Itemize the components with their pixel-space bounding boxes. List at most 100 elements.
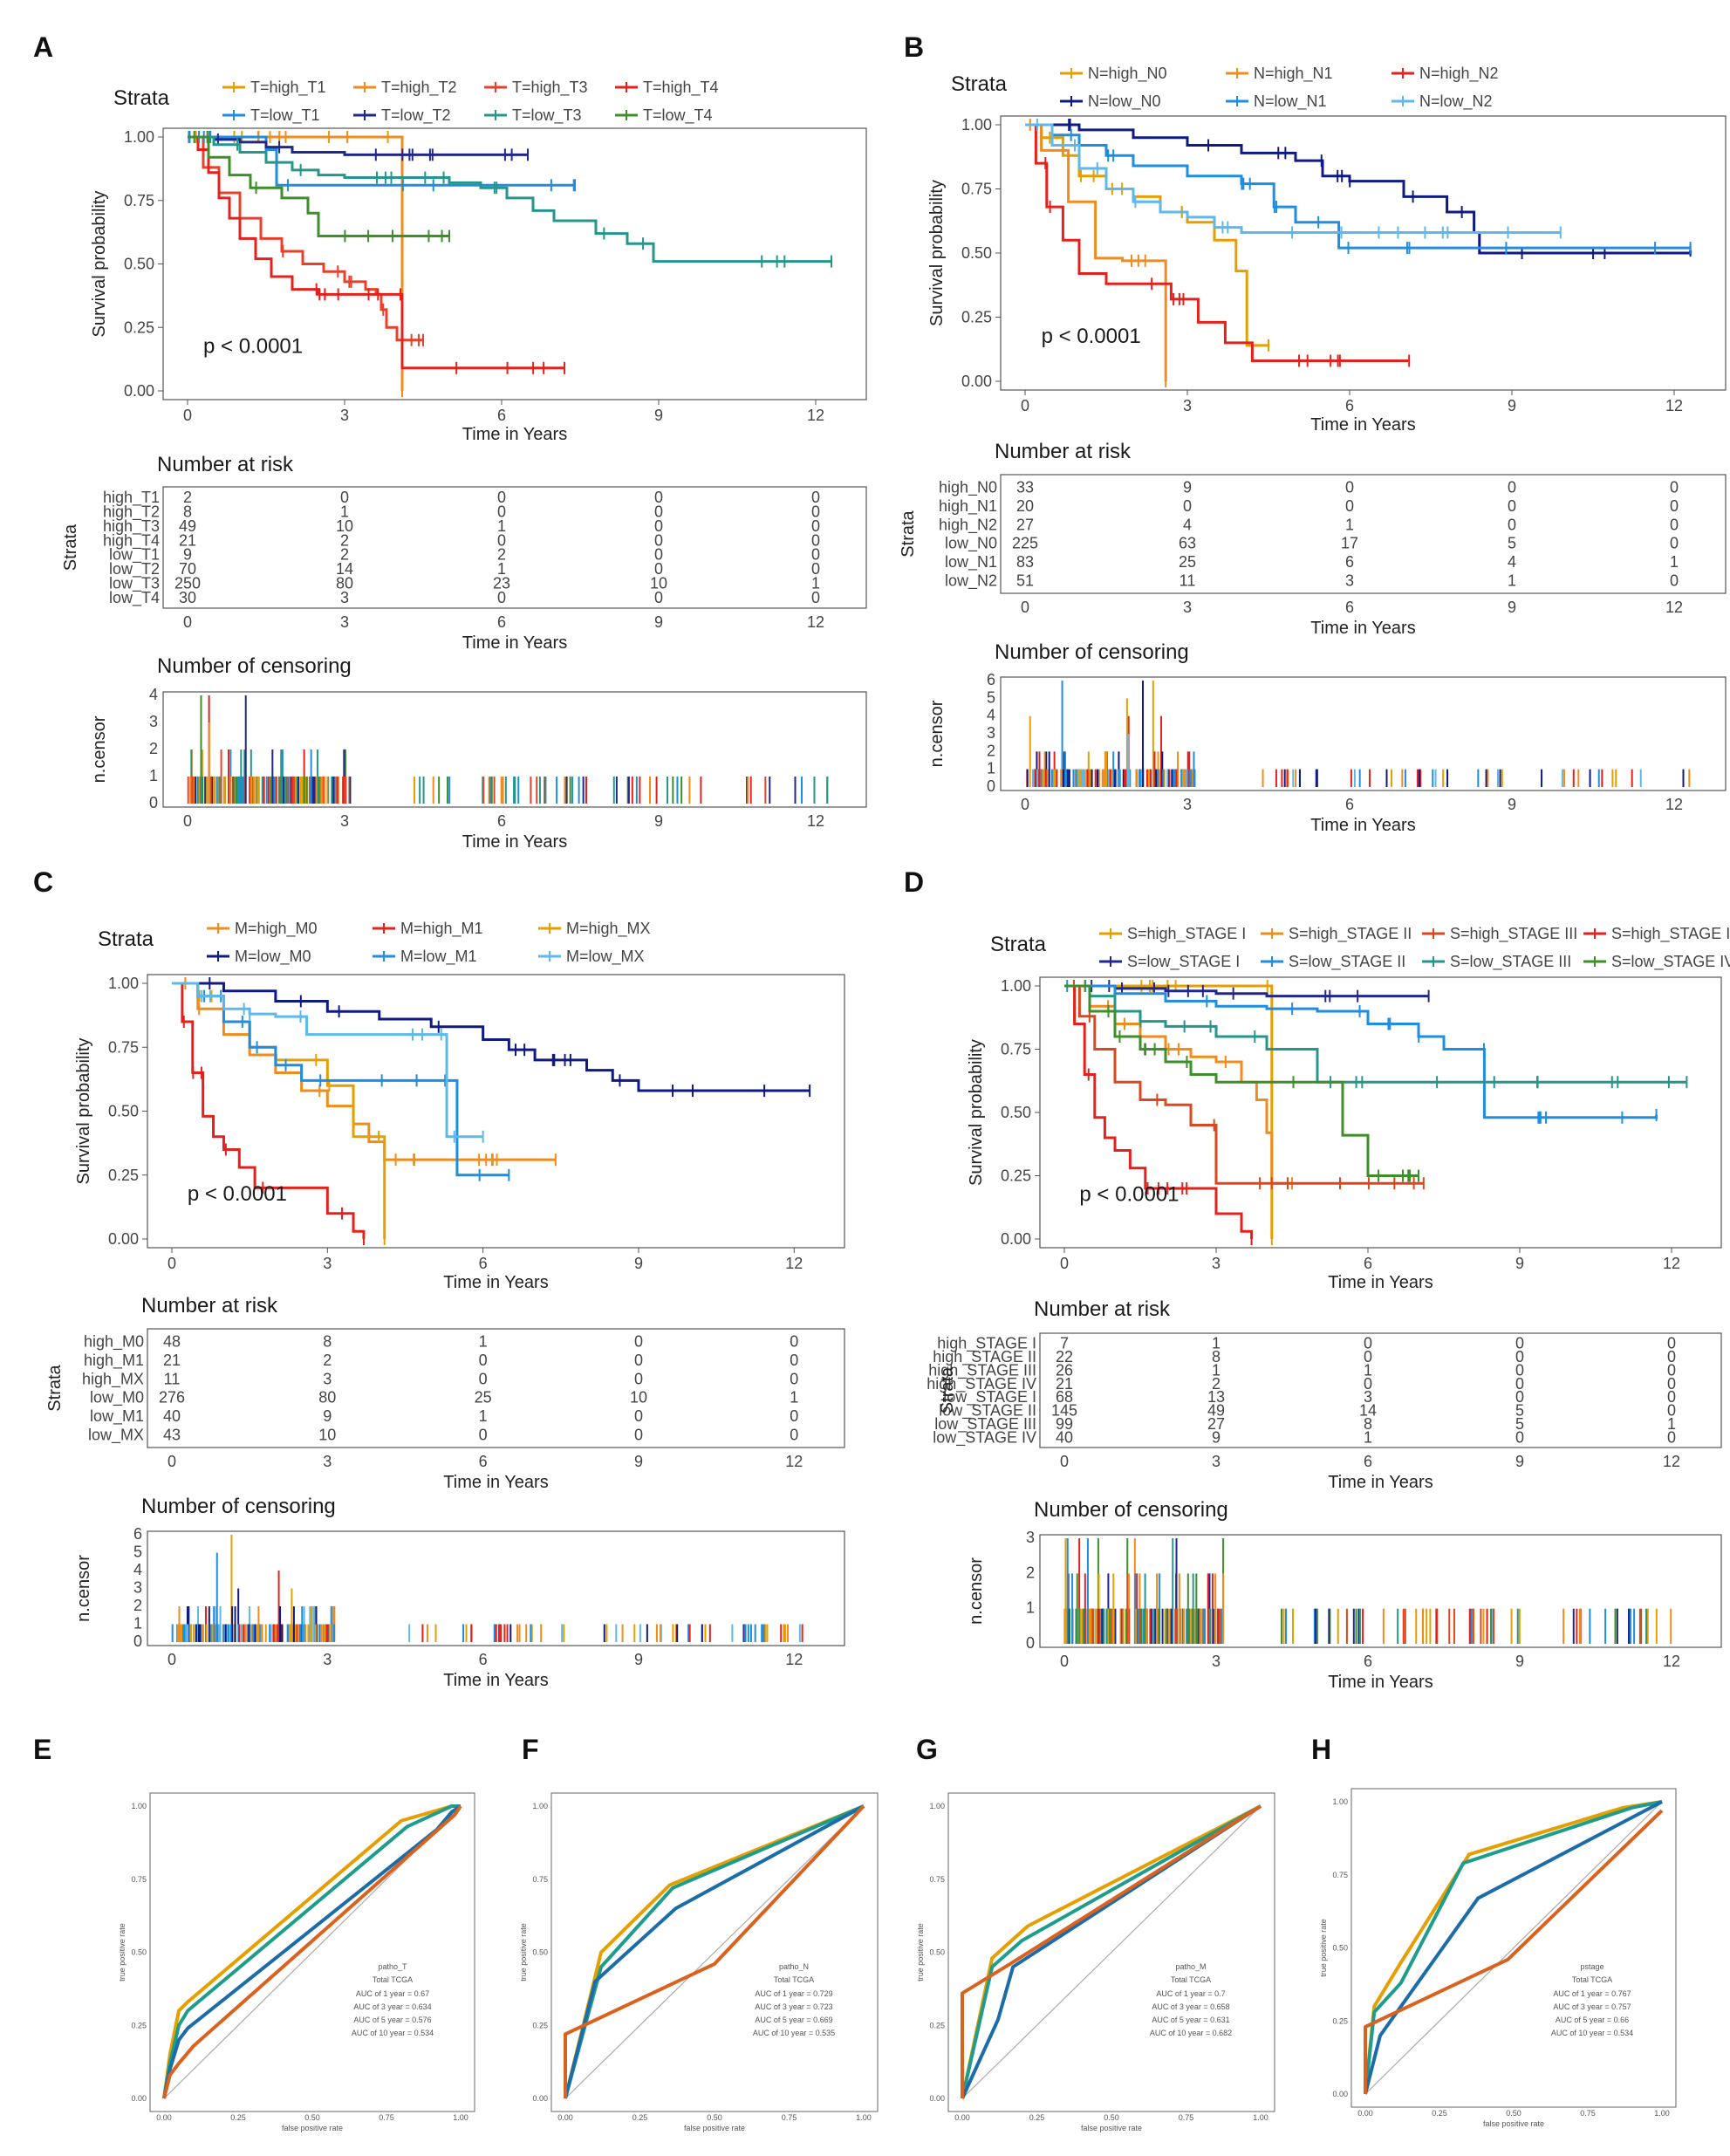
roc-legend-item: AUC of 1 year = 0.7	[1156, 1989, 1225, 1998]
risk-value: 0	[1670, 572, 1679, 589]
roc-subtitle: Total TCGA	[373, 1975, 413, 1984]
roc-curve	[961, 1804, 1262, 2099]
x-tick-label: 9	[654, 812, 663, 830]
risk-row-label: low_N1	[945, 553, 997, 572]
roc-panel-F: F 0.00 0.00 0.25 0.25 0.50 0.50 0.75 0.75 1.00 1.0…	[519, 1734, 879, 2132]
x-tick-label: 3	[323, 1255, 332, 1272]
y-tick-label: 1.00	[124, 128, 154, 146]
panel-label: C	[33, 866, 53, 898]
roc-y-label: true positive rate	[118, 1923, 127, 1981]
y-tick-label: 0.25	[124, 318, 154, 336]
risk-value: 0	[811, 560, 820, 578]
roc-x-tick: 0.25	[1432, 2109, 1447, 2118]
x-tick-label: 12	[1663, 1453, 1680, 1470]
risk-row-label: low_M0	[90, 1389, 144, 1407]
risk-row-label: low_T1	[109, 546, 160, 565]
risk-row-label: low_T4	[109, 589, 160, 607]
censor-y-tick: 5	[133, 1543, 142, 1561]
roc-x-tick: 0.00	[1357, 2109, 1373, 2118]
censor-y-tick: 4	[133, 1561, 142, 1578]
risk-value: 9	[1183, 479, 1192, 496]
legend-item: S=high_STAGE IV	[1611, 925, 1730, 943]
x-tick-label: 12	[1665, 599, 1683, 616]
legend-item: T=low_T2	[381, 106, 451, 125]
roc-frame	[947, 1792, 1275, 2112]
risk-value: 0	[790, 1370, 798, 1387]
x-axis-label: Time in Years	[443, 1473, 548, 1492]
censor-title: Number of censoring	[1034, 1498, 1228, 1522]
y-axis-label: Survival probability	[927, 180, 947, 326]
x-tick-label: 9	[654, 407, 663, 424]
risk-row-label: high_M0	[84, 1333, 144, 1352]
legend-item: S=low_STAGE IV	[1611, 953, 1730, 971]
risk-value: 2	[183, 489, 192, 506]
censor-title: Number of censoring	[995, 640, 1189, 664]
roc-title: patho_N	[779, 1962, 809, 1971]
risk-row-label: high_N1	[939, 497, 997, 516]
risk-value: 0	[1508, 497, 1516, 515]
risk-row-label: high_MX	[82, 1370, 144, 1388]
risk-row-label: high_STAGE II	[933, 1348, 1036, 1366]
risk-value: 3	[1345, 572, 1354, 589]
roc-y-tick: 1.00	[532, 1802, 548, 1810]
roc-legend-item: AUC of 5 year = 0.631	[1152, 2016, 1229, 2024]
risk-value: 0	[479, 1370, 488, 1387]
risk-value: 1	[1667, 1415, 1676, 1433]
censor-frame	[147, 1530, 845, 1646]
risk-row-label: low_STAGE I	[943, 1388, 1036, 1407]
y-tick-label: 0.75	[1001, 1041, 1031, 1058]
roc-diagonal	[564, 1805, 865, 2099]
roc-y-tick: 0.75	[532, 1875, 548, 1884]
legend-item: M=high_M0	[235, 920, 318, 938]
risk-row-label: low_T3	[109, 574, 160, 592]
risk-value: 0	[1364, 1348, 1372, 1365]
x-tick-label: 0	[168, 1651, 176, 1668]
risk-value: 0	[1515, 1361, 1524, 1379]
risk-value: 21	[1056, 1375, 1073, 1393]
risk-value: 0	[479, 1352, 488, 1369]
risk-value: 1	[479, 1407, 488, 1425]
censor-y-tick: 1	[133, 1615, 142, 1632]
x-axis-label: Time in Years	[443, 1273, 548, 1292]
survival-curve	[1064, 984, 1292, 1185]
roc-y-tick: 0.00	[131, 2094, 147, 2103]
survival-curve	[1064, 984, 1424, 1185]
legend-item: N=high_N0	[1088, 65, 1167, 83]
risk-value: 8	[323, 1333, 332, 1351]
y-tick-label: 0.25	[1001, 1167, 1031, 1185]
roc-x-tick: 0.25	[633, 2113, 648, 2122]
legend-item: T=high_T1	[250, 79, 326, 97]
legend-title: Strata	[98, 927, 154, 951]
legend-item: S=high_STAGE III	[1450, 925, 1577, 943]
x-tick-label: 9	[634, 1453, 643, 1470]
risk-value: 0	[790, 1407, 798, 1425]
risk-value: 21	[163, 1352, 181, 1369]
censor-frame	[1000, 676, 1727, 791]
risk-value: 0	[1515, 1388, 1524, 1406]
panel-label: G	[916, 1734, 938, 1765]
risk-value: 26	[1056, 1361, 1073, 1379]
x-tick-label: 12	[1663, 1255, 1680, 1272]
y-tick-label: 0.00	[124, 382, 154, 400]
risk-value: 0	[1667, 1375, 1676, 1393]
roc-x-tick: 0.75	[1580, 2109, 1596, 2118]
risk-value: 145	[1051, 1402, 1077, 1420]
censor-y-tick: 3	[1026, 1529, 1035, 1546]
roc-legend-item: AUC of 5 year = 0.66	[1556, 2016, 1629, 2024]
y-tick-label: 0.25	[108, 1167, 139, 1184]
roc-y-tick: 0.50	[1332, 1944, 1348, 1953]
roc-x-tick: 0.25	[1029, 2113, 1045, 2122]
roc-y-tick: 0.25	[131, 2021, 147, 2029]
y-tick-label: 0.50	[108, 1103, 139, 1120]
legend-item: M=low_MX	[566, 948, 645, 966]
risk-value: 0	[811, 546, 820, 564]
censor-y-tick: 3	[987, 724, 995, 742]
x-tick-label: 6	[479, 1453, 488, 1470]
roc-y-tick: 0.00	[1332, 2090, 1348, 2098]
risk-value: 0	[1515, 1348, 1524, 1365]
x-tick-label: 9	[1508, 397, 1516, 414]
roc-y-label: true positive rate	[916, 1923, 925, 1981]
plot-frame	[147, 974, 845, 1249]
roc-legend-item: AUC of 3 year = 0.658	[1152, 2002, 1229, 2011]
roc-title: patho_T	[378, 1962, 407, 1971]
